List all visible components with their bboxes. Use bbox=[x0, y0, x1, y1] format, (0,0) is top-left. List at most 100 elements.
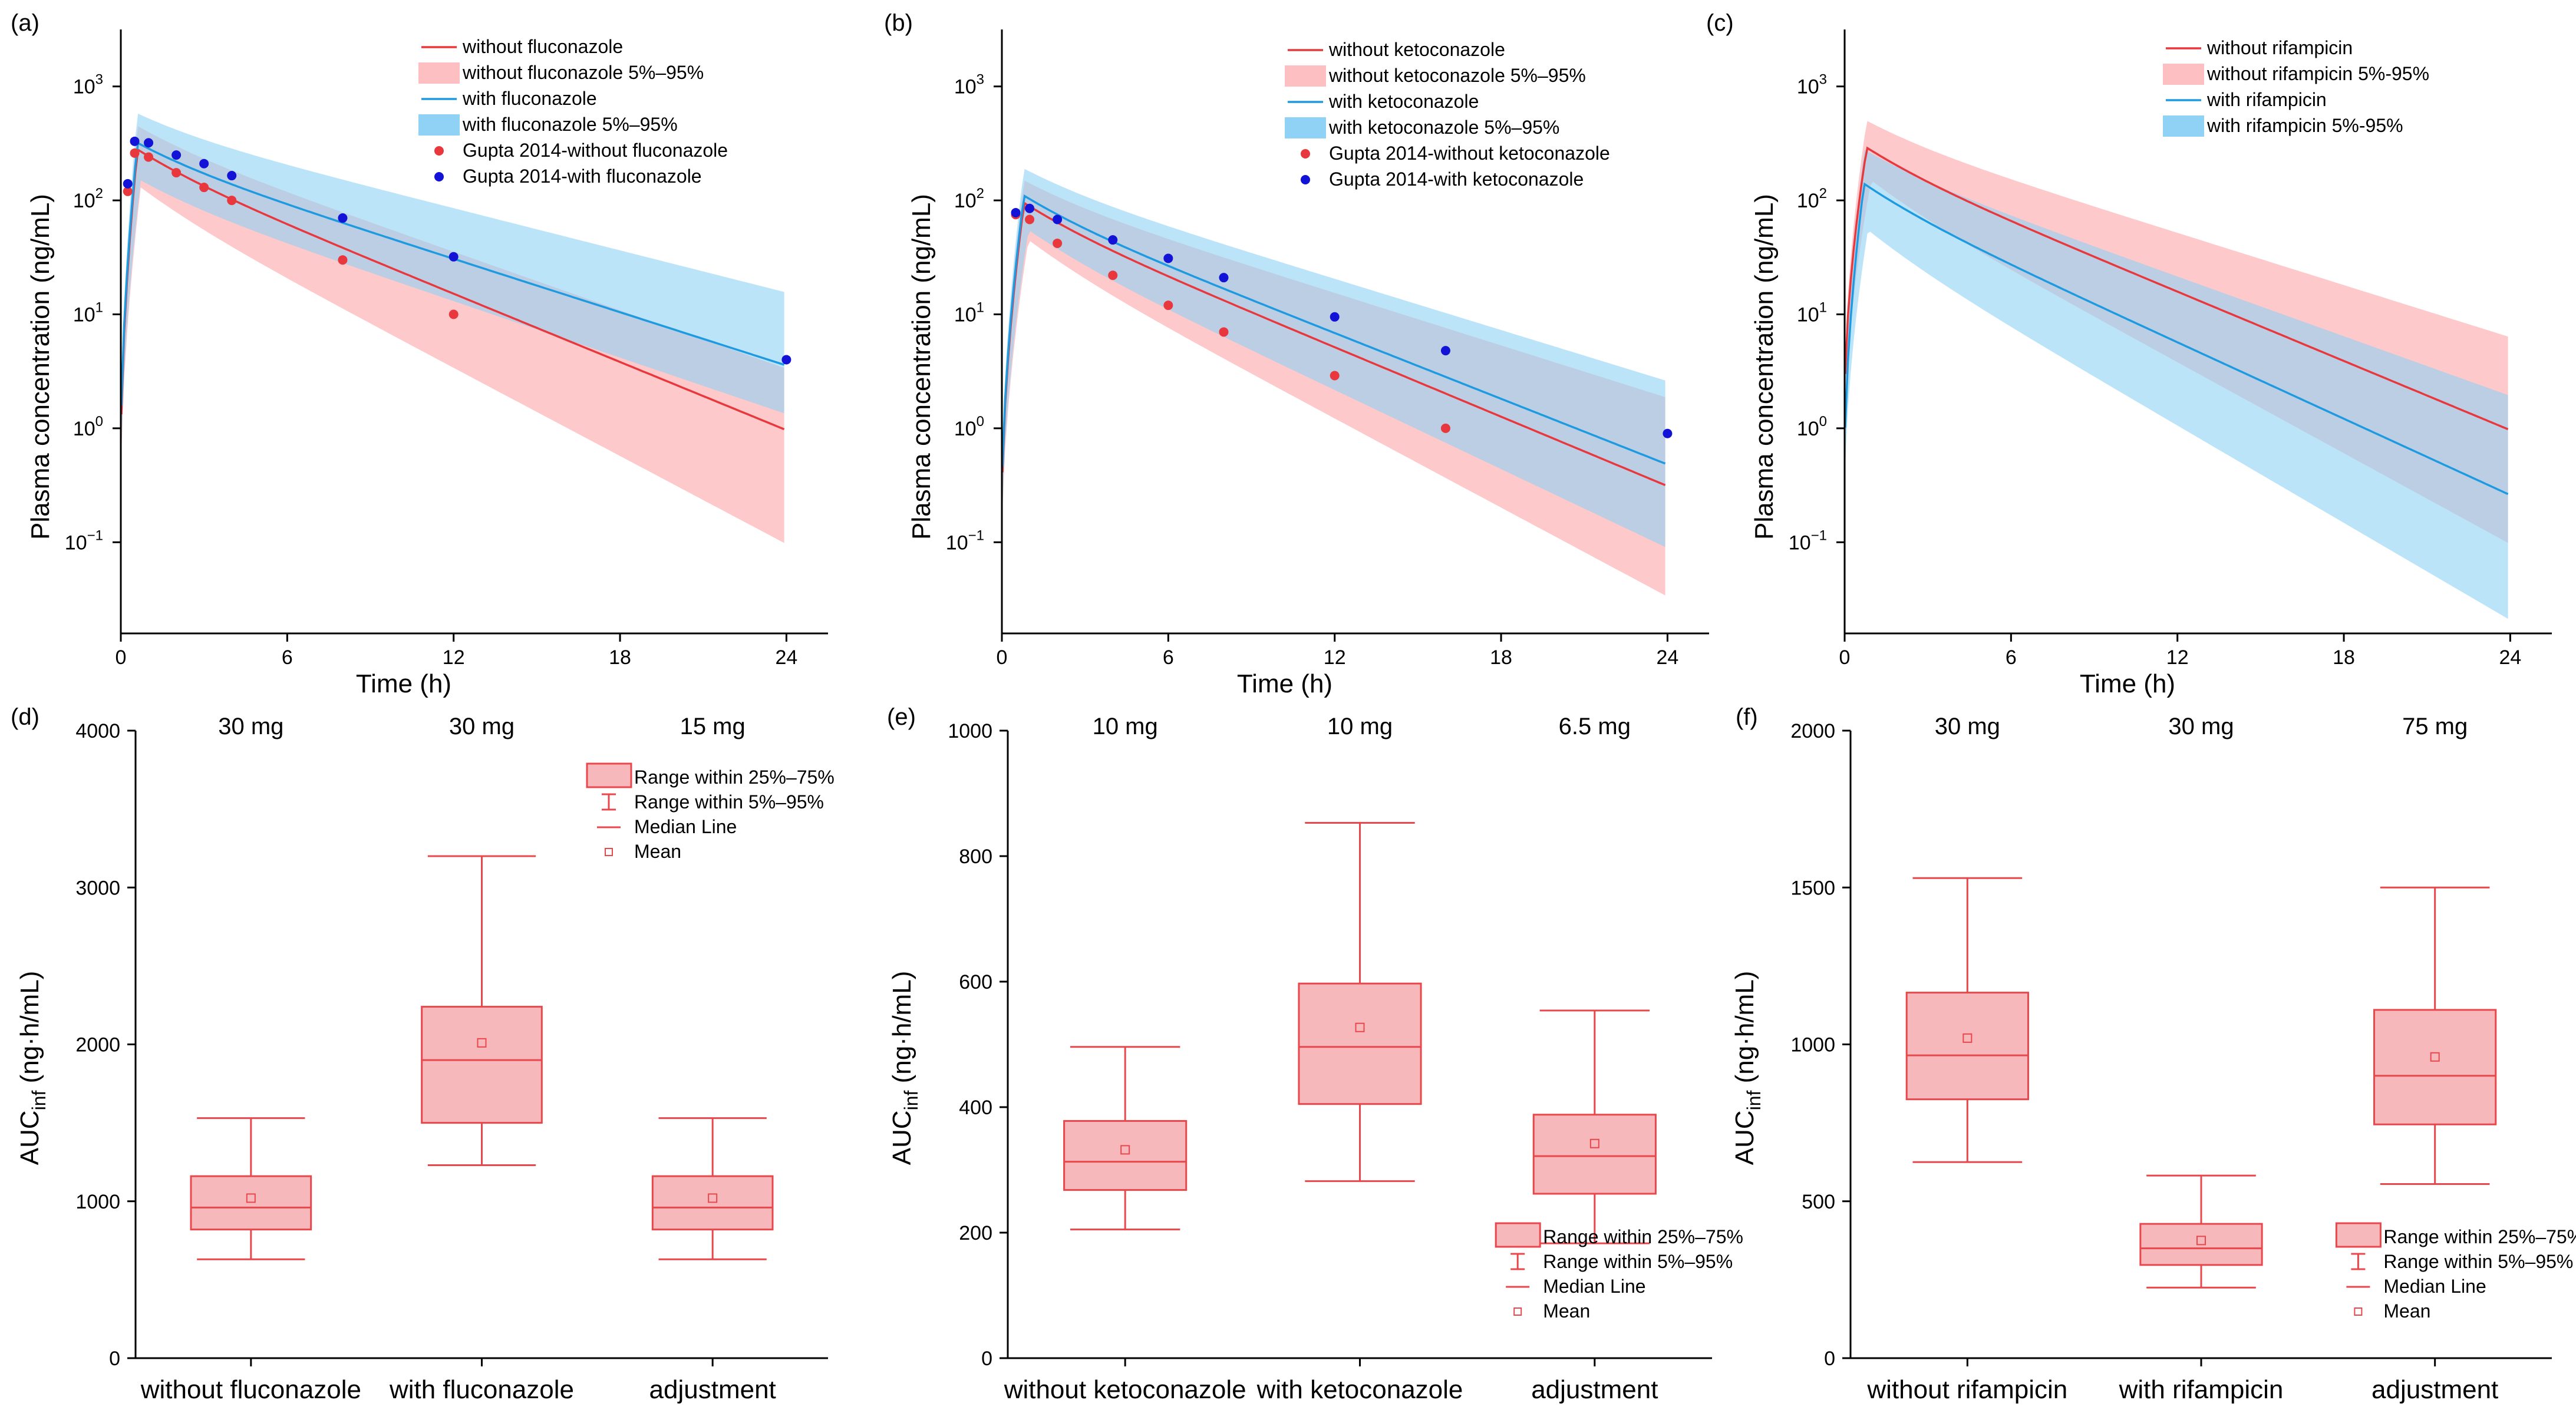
observed-point-without-7 bbox=[448, 309, 459, 319]
category-label: adjustment bbox=[649, 1375, 776, 1404]
y-tick-label: 0 bbox=[109, 1348, 120, 1370]
x-tick-label: 24 bbox=[775, 646, 797, 669]
y-tick-base: 10 bbox=[954, 418, 977, 440]
y-tick-label: 101 bbox=[954, 299, 984, 326]
x-axis-title: Time (h) bbox=[1237, 669, 1332, 698]
y-title-subscript: inf bbox=[28, 1091, 50, 1111]
legend-label: Median Line bbox=[2383, 1276, 2486, 1297]
y-tick-label: 400 bbox=[959, 1097, 992, 1119]
observed-point-with-5 bbox=[227, 171, 237, 181]
y-tick-exponent: 3 bbox=[977, 72, 984, 88]
x-tick-label: 6 bbox=[282, 646, 293, 669]
y-title-main: AUC bbox=[888, 1110, 916, 1165]
y-tick-exponent: 2 bbox=[977, 186, 984, 202]
y-tick-label: 2000 bbox=[75, 1034, 120, 1056]
observed-point-without-1 bbox=[1025, 214, 1035, 224]
mean-marker bbox=[2430, 1052, 2440, 1062]
legend-point-symbol bbox=[1301, 175, 1310, 184]
y-title-subscript: inf bbox=[901, 1091, 922, 1111]
legend-box-symbol bbox=[2335, 1222, 2382, 1248]
legend-label: Range within 25%–75% bbox=[2383, 1226, 2576, 1247]
observed-point-without-6 bbox=[338, 255, 348, 265]
box-iqr bbox=[1532, 1114, 1657, 1195]
legend-point-symbol bbox=[1301, 149, 1310, 158]
box-iqr bbox=[190, 1175, 312, 1231]
y-tick-label: 3000 bbox=[75, 877, 120, 899]
legend-label: with fluconazole 5%–95% bbox=[462, 114, 678, 135]
mean-marker bbox=[1589, 1138, 1599, 1148]
dose-label: 30 mg bbox=[2168, 714, 2234, 739]
legend-box-symbol bbox=[1495, 1222, 1541, 1248]
legend-label: without fluconazole bbox=[462, 36, 623, 57]
y-tick-base: 10 bbox=[73, 303, 95, 326]
y-tick-label: 0 bbox=[1824, 1348, 1835, 1370]
observed-point-with-0 bbox=[1011, 207, 1021, 217]
auc-panel-1: (d) 0 1000 2000 3000 4000 without fluconazole 3… bbox=[11, 704, 835, 1404]
y-tick-exponent: −1 bbox=[1811, 527, 1827, 543]
observed-point-without-1 bbox=[130, 148, 140, 158]
observed-point-without-6 bbox=[1330, 371, 1340, 381]
y-title-main: AUC bbox=[1730, 1110, 1759, 1165]
y-tick-label: 101 bbox=[73, 299, 103, 326]
dose-label: 15 mg bbox=[680, 714, 746, 739]
y-tick-label: 1500 bbox=[1790, 877, 1835, 899]
y-tick-base: 10 bbox=[1797, 418, 1819, 440]
x-tick-label: 0 bbox=[116, 646, 127, 669]
legend-band-symbol bbox=[1285, 117, 1326, 138]
y-tick-label: 10−1 bbox=[1789, 527, 1827, 554]
y-axis-title: AUCinf (ng·h/mL) bbox=[15, 971, 50, 1165]
box-iqr bbox=[2373, 1009, 2497, 1125]
observed-point-with-0 bbox=[123, 179, 133, 189]
y-tick-base: 10 bbox=[954, 76, 977, 98]
panel-label: (a) bbox=[11, 10, 39, 36]
series-line-without bbox=[1844, 146, 2509, 431]
legend-label: without rifampicin 5%-95% bbox=[2206, 63, 2429, 84]
y-tick-label: 4000 bbox=[75, 720, 120, 742]
observed-point-with-8 bbox=[1663, 428, 1673, 438]
y-tick-exponent: 1 bbox=[1819, 299, 1827, 315]
box-iqr bbox=[1905, 992, 2029, 1101]
y-tick-label: 100 bbox=[954, 414, 984, 440]
x-tick-label: 12 bbox=[2166, 646, 2189, 669]
x-tick-label: 12 bbox=[443, 646, 465, 669]
category-label: without fluconazole bbox=[140, 1375, 361, 1404]
y-tick-base: 10 bbox=[1789, 531, 1811, 554]
dose-label: 6.5 mg bbox=[1559, 714, 1631, 739]
x-tick-label: 6 bbox=[1163, 646, 1174, 669]
y-tick-exponent: 0 bbox=[1819, 414, 1827, 430]
y-tick-exponent: 1 bbox=[95, 299, 103, 315]
panel-label: (e) bbox=[887, 704, 916, 730]
y-tick-label: 102 bbox=[1797, 186, 1827, 212]
y-tick-label: 103 bbox=[954, 72, 984, 98]
category-label: with ketoconazole bbox=[1256, 1375, 1463, 1404]
legend-label: Gupta 2014-without ketoconazole bbox=[1329, 143, 1610, 164]
dose-label: 10 mg bbox=[1327, 714, 1393, 739]
y-title-unit: (ng·h/mL) bbox=[888, 971, 916, 1091]
x-tick-label: 24 bbox=[2499, 646, 2521, 669]
observed-point-with-1 bbox=[130, 136, 140, 146]
observed-point-with-8 bbox=[781, 355, 791, 365]
observed-point-with-3 bbox=[1108, 235, 1118, 245]
legend-label: without rifampicin bbox=[2206, 37, 2353, 58]
band-with-5-95 bbox=[1002, 169, 1665, 547]
legend-label: without fluconazole 5%–95% bbox=[462, 62, 704, 83]
x-axis-title: Time (h) bbox=[2080, 669, 2175, 698]
box-iqr bbox=[421, 1006, 543, 1124]
observed-point-without-4 bbox=[1163, 301, 1173, 311]
dose-label: 75 mg bbox=[2402, 714, 2468, 739]
y-tick-exponent: 1 bbox=[977, 299, 984, 315]
legend-label: Mean bbox=[2383, 1300, 2430, 1322]
y-tick-label: 1000 bbox=[1790, 1034, 1835, 1056]
category-label: with rifampicin bbox=[2119, 1375, 2284, 1404]
observed-point-with-4 bbox=[199, 158, 209, 169]
x-tick-label: 12 bbox=[1324, 646, 1346, 669]
mean-marker bbox=[246, 1193, 256, 1203]
observed-point-with-6 bbox=[1330, 312, 1340, 322]
observed-point-with-7 bbox=[448, 252, 459, 262]
y-title-subscript: inf bbox=[1743, 1091, 1764, 1111]
category-label: adjustment bbox=[2371, 1375, 2498, 1404]
legend-label: Range within 5%–95% bbox=[634, 791, 824, 813]
y-tick-base: 10 bbox=[1797, 76, 1819, 98]
